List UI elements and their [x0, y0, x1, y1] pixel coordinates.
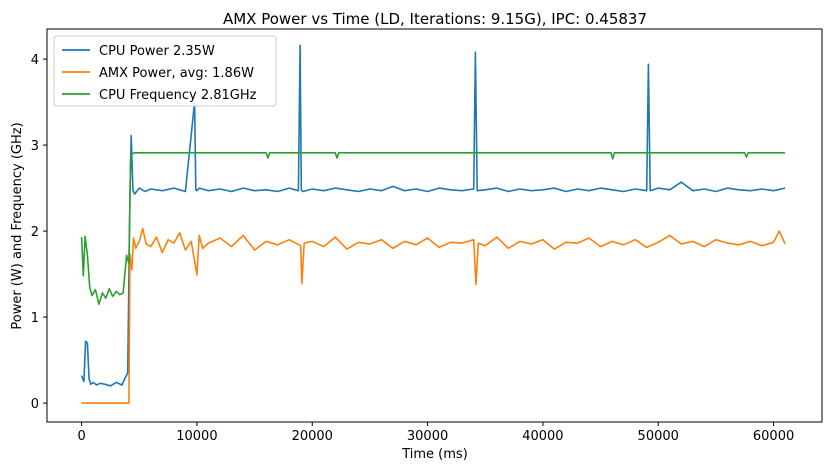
y-tick-label: 0 — [31, 397, 39, 412]
legend-label: CPU Power 2.35W — [99, 44, 215, 59]
x-tick-label: 0 — [77, 429, 85, 444]
x-tick-label: 40000 — [522, 429, 563, 444]
x-tick-label: 60000 — [753, 429, 794, 444]
y-axis: 0 1 2 3 4 — [31, 53, 47, 412]
legend-label: CPU Frequency 2.81GHz — [99, 88, 257, 103]
chart-title: AMX Power vs Time (LD, Iterations: 9.15G… — [223, 10, 647, 28]
series-line-1 — [80, 44, 786, 387]
plot-area — [80, 44, 786, 404]
x-tick-label: 30000 — [407, 429, 448, 444]
y-axis-label: Power (W) and Frequency (GHz) — [10, 122, 25, 329]
x-tick-label: 50000 — [638, 429, 679, 444]
y-tick-label: 4 — [31, 53, 39, 68]
y-tick-label: 2 — [31, 225, 39, 240]
x-tick-label: 10000 — [176, 429, 217, 444]
legend-box — [53, 35, 277, 107]
legend: CPU Power 2.35W AMX Power, avg: 1.86W CPU … — [53, 35, 277, 107]
x-axis-label: Time (ms) — [401, 447, 468, 462]
plot-frame — [46, 28, 823, 423]
legend-label: AMX Power, avg: 1.86W — [99, 66, 254, 81]
x-axis: 0 10000 20000 30000 40000 50000 60000 — [77, 422, 794, 444]
series-line-3 — [80, 152, 786, 305]
x-tick-label: 20000 — [292, 429, 333, 444]
series-line-2 — [81, 227, 786, 404]
y-tick-label: 3 — [31, 139, 39, 154]
y-tick-label: 1 — [31, 311, 39, 326]
